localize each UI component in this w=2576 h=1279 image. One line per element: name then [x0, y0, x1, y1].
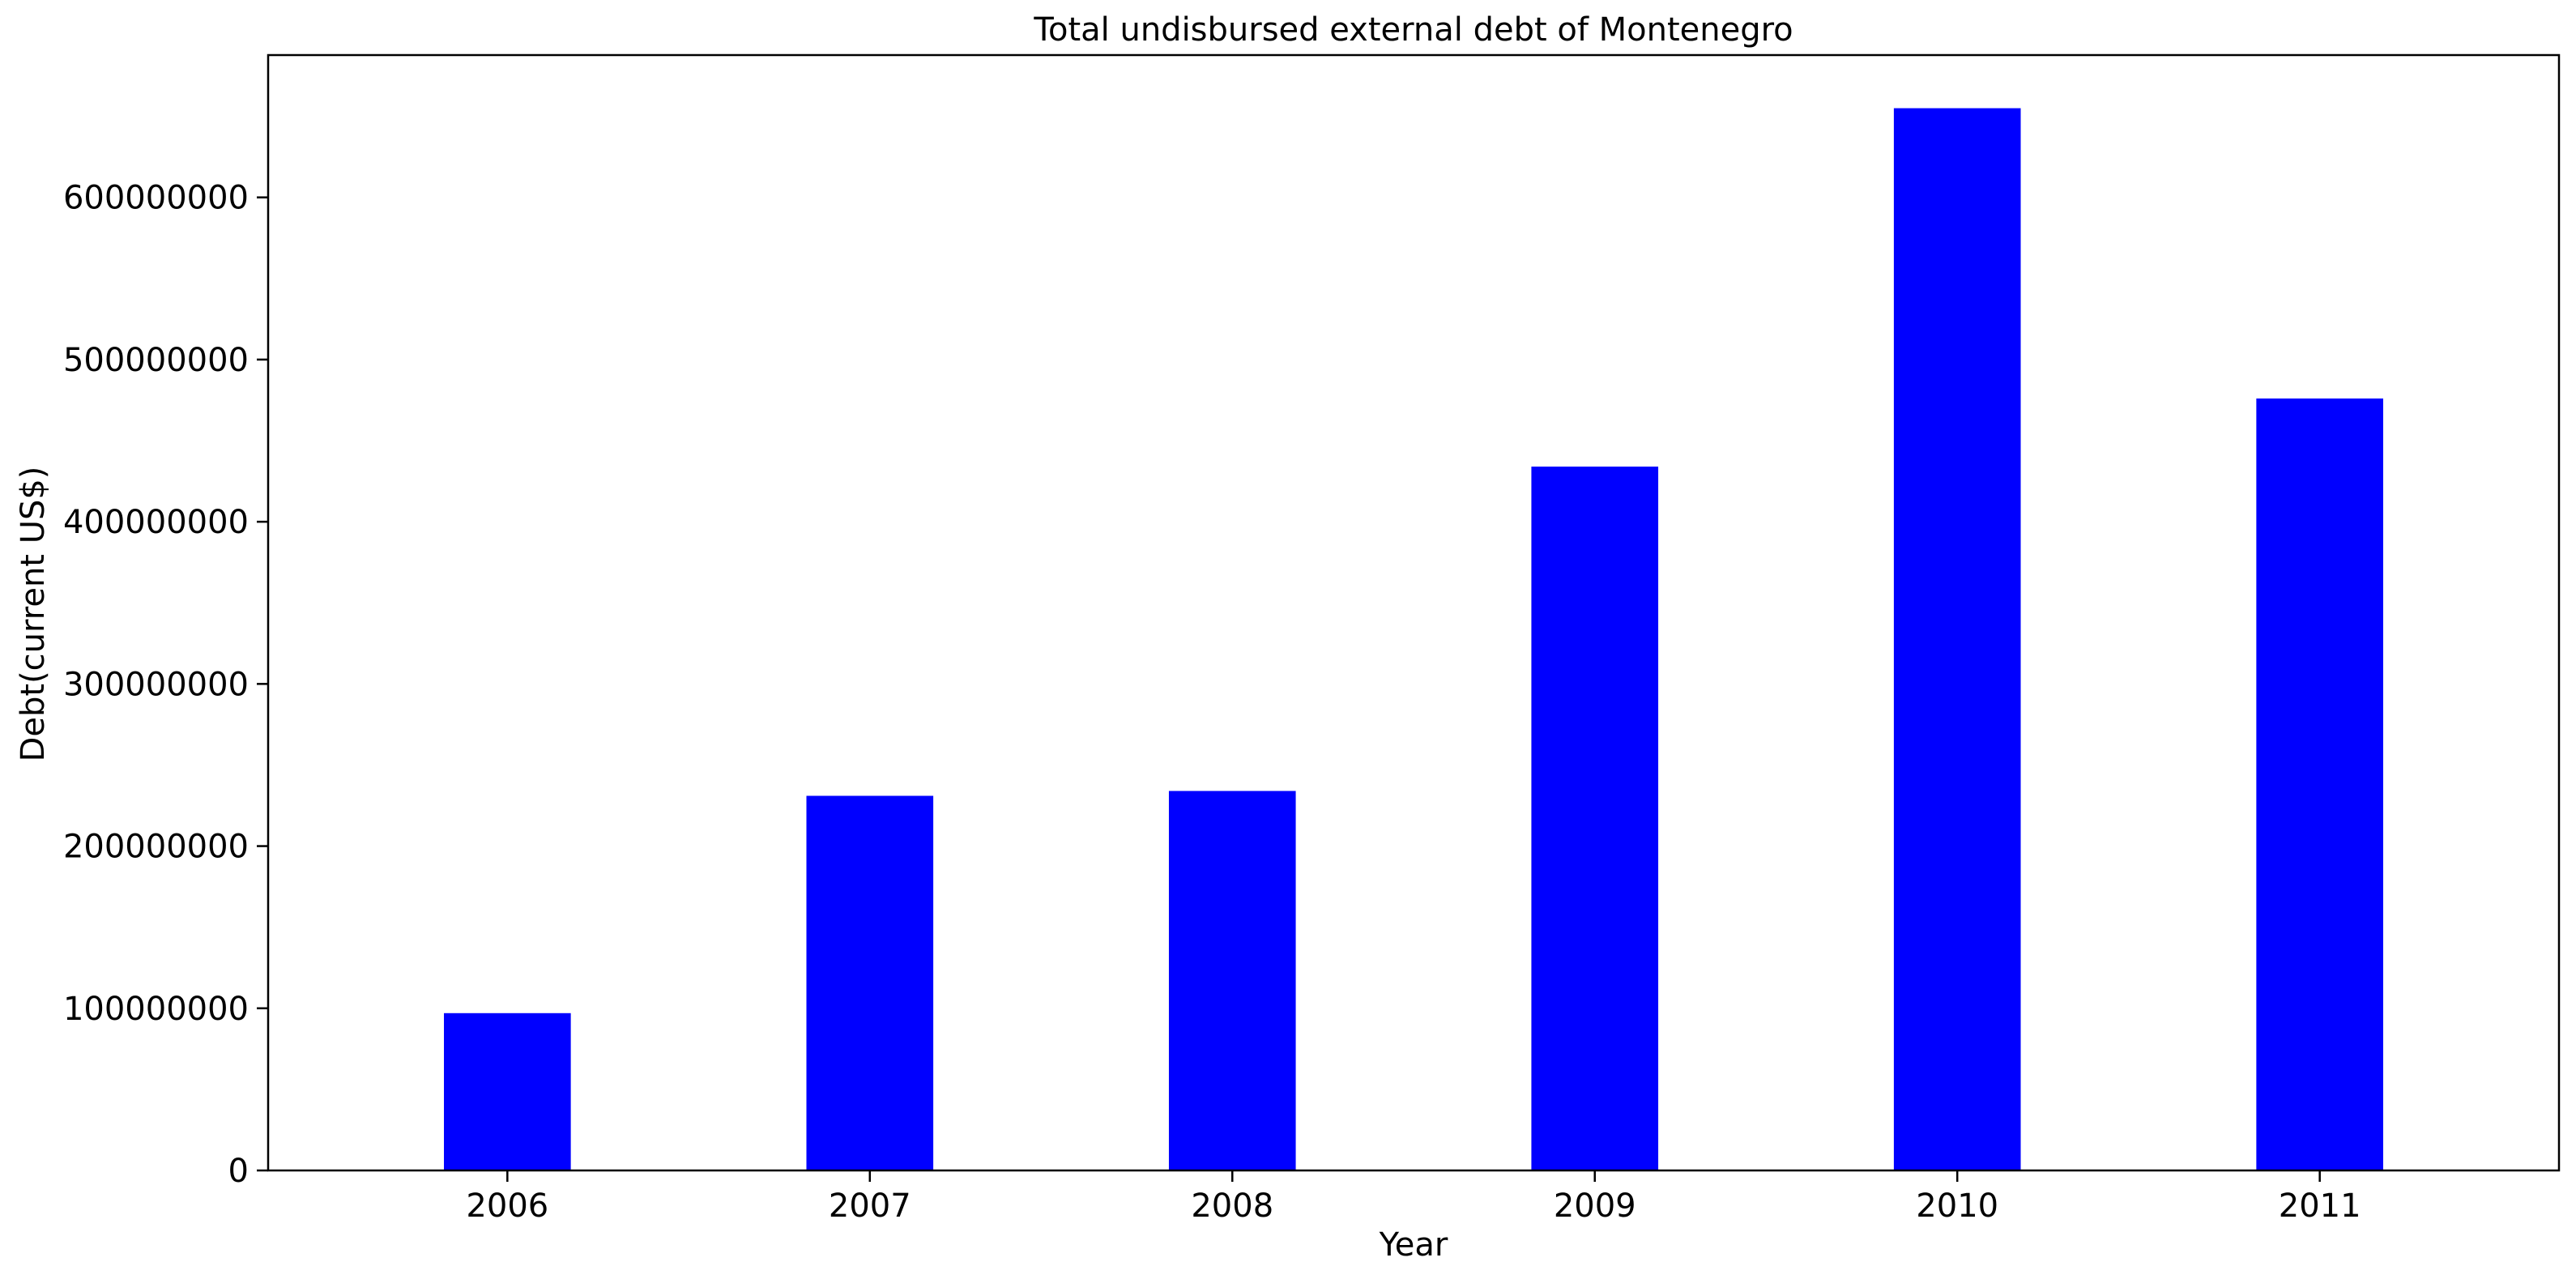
- y-tick-label: 0: [228, 1153, 249, 1190]
- y-axis-label: Debt(current US$): [15, 467, 52, 762]
- bar-2008: [1168, 791, 1296, 1170]
- plot-frame: [267, 53, 2561, 1172]
- bars-group: [444, 108, 2383, 1171]
- x-axis: 2006 2007 2008 2009 2010 2011: [466, 1170, 2361, 1225]
- x-tick-label: 2007: [829, 1187, 911, 1225]
- x-tick-label: 2011: [2279, 1187, 2361, 1225]
- y-tick-label: 400000000: [63, 504, 249, 541]
- y-tick-label: 100000000: [63, 991, 249, 1028]
- x-axis-label: Year: [1379, 1226, 1448, 1264]
- bar-2011: [2256, 398, 2383, 1171]
- y-tick-label: 500000000: [63, 342, 249, 379]
- x-tick-label: 2006: [466, 1187, 548, 1225]
- bar-2010: [1893, 108, 2021, 1171]
- y-tick-label: 300000000: [63, 666, 249, 703]
- bar-2009: [1531, 467, 1659, 1170]
- x-tick-label: 2009: [1554, 1187, 1636, 1225]
- x-tick-label: 2008: [1191, 1187, 1273, 1225]
- bar-2006: [444, 1013, 571, 1170]
- y-axis: 0 100000000 200000000 300000000 400000000 500…: [63, 180, 268, 1190]
- x-tick-label: 2010: [1916, 1187, 1998, 1225]
- y-tick-label: 200000000: [63, 829, 249, 866]
- bar-2007: [806, 795, 934, 1170]
- y-tick-label: 600000000: [63, 180, 249, 217]
- chart-title: Total undisbursed external debt of Monte…: [1033, 11, 1793, 49]
